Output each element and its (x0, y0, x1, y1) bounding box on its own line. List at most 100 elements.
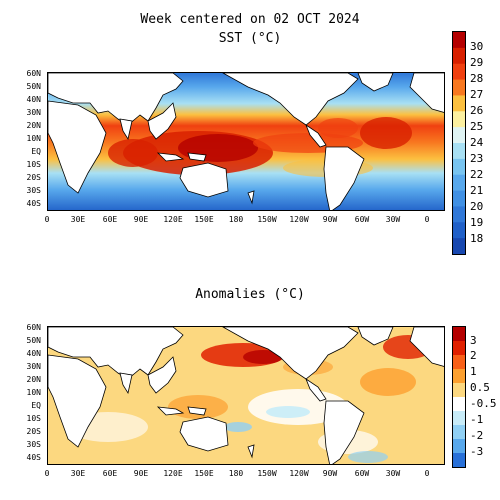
page-title: Week centered on 02 OCT 2024 (140, 12, 360, 27)
anom-colorbar-label: -3 (470, 445, 484, 458)
anom-lon-label: 30E (70, 469, 86, 478)
sst-colorbar-swatches (453, 32, 465, 254)
sst-colorbar-label: 25 (470, 120, 484, 133)
sst-lat-label: 20N (26, 121, 41, 130)
colorbar-swatch (453, 439, 465, 454)
anom-lat-label: 30N (26, 362, 41, 371)
sst-lat-label: 10S (26, 160, 41, 169)
sst-colorbar-label: 29 (470, 56, 484, 69)
anom-lat-label: 50N (26, 336, 41, 345)
sst-colorbar-label: 20 (470, 200, 484, 213)
sst-lon-label: 0 (424, 215, 430, 224)
sst-lat-label: EQ (31, 147, 41, 156)
anom-colorbar-label: -1 (470, 413, 484, 426)
sst-colorbar-label: 27 (470, 88, 484, 101)
anom-lon-label: 180 (228, 469, 244, 478)
sst-lat-label: 10N (26, 134, 41, 143)
sst-lon-label: 30W (385, 215, 401, 224)
sst-lat-label: 50N (26, 82, 41, 91)
anom-colorbar-label: 0.5 (470, 381, 490, 394)
sst-lat-label: 20S (26, 173, 41, 182)
sst-lat-label: 30S (26, 186, 41, 195)
sst-lon-label: 30E (70, 215, 86, 224)
anom-lat-label: 40N (26, 349, 41, 358)
anom-lat-label: 10S (26, 414, 41, 423)
colorbar-swatch (453, 32, 465, 49)
anom-lon-label: 90E (133, 469, 149, 478)
colorbar-swatch (453, 327, 465, 342)
sst-lon-label: 120W (289, 215, 309, 224)
anom-lon-label: 150E (194, 469, 214, 478)
sst-lat-label: 60N (26, 69, 41, 78)
colorbar-swatch (453, 95, 465, 112)
sst-lat-label: 40S (26, 199, 41, 208)
sst-colorbar-label: 22 (470, 168, 484, 181)
anom-lon-label: 60E (102, 469, 118, 478)
colorbar-swatch (453, 341, 465, 356)
sst-colorbar-label: 19 (470, 216, 484, 229)
anomaly-map (47, 326, 445, 465)
anom-lon-label: 0 (44, 469, 50, 478)
anom-lat-label: 20S (26, 427, 41, 436)
anom-lon-label: 150W (257, 469, 277, 478)
sst-map (47, 72, 445, 211)
anom-lon-label: 0 (424, 469, 430, 478)
anom-colorbar-label: -0.5 (470, 397, 497, 410)
anom-colorbar-label: -2 (470, 429, 484, 442)
colorbar-swatch (453, 174, 465, 192)
sst-lat-label: 40N (26, 95, 41, 104)
anom-lat-label: 20N (26, 375, 41, 384)
sst-colorbar-label: 21 (470, 184, 484, 197)
anom-lat-label: 60N (26, 323, 41, 332)
anom-lon-label: 90W (322, 469, 338, 478)
sst-lon-label: 180 (228, 215, 244, 224)
colorbar-swatch (453, 355, 465, 370)
anom-colorbar-label: 2 (470, 349, 477, 362)
anom-colorbar-label: 3 (470, 334, 477, 347)
colorbar-swatch (453, 397, 465, 412)
colorbar-swatch (453, 127, 465, 144)
sst-colorbar-label: 26 (470, 104, 484, 117)
colorbar-swatch (453, 425, 465, 440)
anom-lon-label: 30W (385, 469, 401, 478)
colorbar-swatch (453, 222, 465, 239)
colorbar-swatch (453, 79, 465, 96)
anomaly-panel-title: Anomalies (°C) (195, 287, 305, 302)
sst-lon-label: 90W (322, 215, 338, 224)
sst-map-graphic (48, 73, 444, 210)
sst-lat-label: 30N (26, 108, 41, 117)
sst-lon-label: 0 (44, 215, 50, 224)
sst-colorbar-label: 18 (470, 232, 484, 245)
anom-lat-label: 10N (26, 388, 41, 397)
sst-panel-title: SST (°C) (218, 31, 282, 46)
sst-lon-label: 60W (354, 215, 370, 224)
sst-colorbar (452, 31, 466, 255)
colorbar-swatch (453, 158, 465, 176)
anom-lon-label: 120E (163, 469, 183, 478)
colorbar-swatch (453, 190, 465, 207)
sst-colorbar-label: 24 (470, 136, 484, 149)
sst-lon-label: 120E (163, 215, 183, 224)
anom-lat-label: EQ (31, 401, 41, 410)
sst-lon-label: 150W (257, 215, 277, 224)
sst-lon-label: 150E (194, 215, 214, 224)
anom-lon-label: 120W (289, 469, 309, 478)
anom-colorbar-label: 1 (470, 365, 477, 378)
colorbar-swatch (453, 111, 465, 128)
colorbar-swatch (453, 47, 465, 65)
colorbar-swatch (453, 143, 465, 160)
sst-colorbar-label: 30 (470, 40, 484, 53)
anomaly-map-graphic (48, 327, 444, 464)
sst-colorbar-label: 23 (470, 152, 484, 165)
sst-colorbar-label: 28 (470, 72, 484, 85)
colorbar-swatch (453, 411, 465, 426)
anom-lon-label: 60W (354, 469, 370, 478)
sst-lon-label: 90E (133, 215, 149, 224)
sst-lon-label: 60E (102, 215, 118, 224)
colorbar-swatch (453, 369, 465, 384)
colorbar-swatch (453, 206, 465, 223)
colorbar-swatch (453, 383, 465, 398)
anomaly-colorbar-swatches (453, 327, 465, 467)
colorbar-swatch (453, 453, 465, 467)
anom-lat-label: 30S (26, 440, 41, 449)
